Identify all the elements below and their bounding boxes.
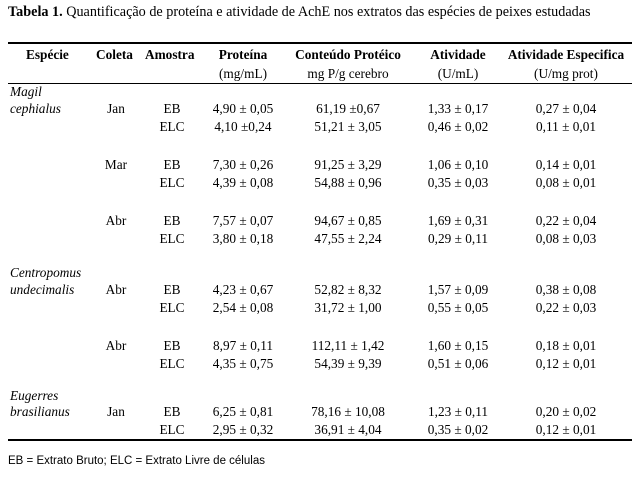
cell-conteudo-proteico: 31,72 ± 1,00 [314,300,382,315]
cell-coleta: Mar [104,157,128,172]
cell-atividade-especifica: 0,38 ± 0,08 [535,282,597,297]
cell-atividade-especifica: 0,18 ± 0,01 [535,338,597,353]
unit-atividade: (U/mL) [437,66,479,81]
cell-amostra: ELC [159,175,185,190]
cell-proteina: 8,97 ± 0,11 [213,338,273,353]
cell-atividade-especifica: 0,22 ± 0,04 [535,213,597,228]
header-amostra: Amostra [145,47,195,62]
species-name-line2: cephialus [10,101,61,116]
unit-atividade-especifica: (U/mg prot) [534,66,598,81]
cell-atividade: 1,23 ± 0,11 [428,404,488,419]
top-rule [8,42,632,44]
cell-proteina: 4,35 ± 0,75 [212,356,274,371]
cell-atividade: 1,06 ± 0,10 [427,157,489,172]
cell-coleta: Jan [107,404,125,419]
cell-coleta: Abr [105,282,127,297]
species-name-line1: Magil [10,84,42,99]
cell-atividade: 1,33 ± 0,17 [427,101,489,116]
cell-amostra: EB [163,213,181,228]
cell-amostra: ELC [159,422,185,437]
cell-amostra: ELC [159,231,185,246]
table-caption: Tabela 1. Quantificação de proteína e at… [8,4,632,21]
cell-coleta: Abr [105,338,127,353]
cell-atividade: 1,57 ± 0,09 [427,282,489,297]
cell-amostra: EB [163,157,181,172]
cell-proteina: 4,39 ± 0,08 [212,175,274,190]
cell-proteina: 7,57 ± 0,07 [212,213,274,228]
cell-atividade-especifica: 0,08 ± 0,01 [535,175,597,190]
header-especie: Espécie [26,47,69,62]
species-name-line1: Centropomus [10,265,82,280]
cell-conteudo-proteico: 54,39 ± 9,39 [314,356,382,371]
unit-proteina: (mg/mL) [218,66,267,81]
cell-atividade-especifica: 0,14 ± 0,01 [535,157,597,172]
header-proteina: Proteína [218,47,268,62]
cell-atividade-especifica: 0,27 ± 0,04 [535,101,597,116]
cell-atividade: 1,69 ± 0,31 [427,213,489,228]
cell-proteina: 4,90 ± 0,05 [212,101,274,116]
cell-conteudo-proteico: 94,67 ± 0,85 [314,213,382,228]
cell-amostra: EB [163,404,181,419]
cell-coleta: Jan [107,101,125,116]
cell-atividade-especifica: 0,22 ± 0,03 [535,300,597,315]
header-atividade: Atividade [430,47,486,62]
cell-proteina: 6,25 ± 0,81 [212,404,274,419]
cell-amostra: EB [163,101,181,116]
caption-text: Quantificação de proteína e atividade de… [62,4,591,20]
cell-conteudo-proteico: 36,91 ± 4,04 [314,422,382,437]
cell-coleta: Abr [105,213,127,228]
caption-label: Tabela 1. [8,4,63,20]
cell-atividade: 0,35 ± 0,03 [427,175,489,190]
bottom-rule [8,439,632,441]
cell-conteudo-proteico: 91,25 ± 3,29 [314,157,382,172]
cell-amostra: ELC [159,119,185,134]
species-name-line2: undecimalis [10,282,75,297]
cell-atividade-especifica: 0,20 ± 0,02 [535,404,597,419]
unit-conteudo: mg P/g cerebro [307,66,389,81]
cell-amostra: ELC [159,300,185,315]
header-coleta: Coleta [96,47,133,62]
cell-proteina: 4,10 ±0,24 [214,119,272,134]
cell-conteudo-proteico: 47,55 ± 2,24 [314,231,382,246]
cell-atividade-especifica: 0,12 ± 0,01 [535,422,597,437]
cell-atividade: 1,60 ± 0,15 [427,338,489,353]
species-name-line2: brasilianus [10,404,70,419]
cell-conteudo-proteico: 112,11 ± 1,42 [311,338,385,353]
header-conteudo: Conteúdo Protéico [295,47,401,62]
cell-amostra: EB [163,282,181,297]
cell-conteudo-proteico: 54,88 ± 0,96 [314,175,382,190]
cell-conteudo-proteico: 52,82 ± 8,32 [314,282,382,297]
cell-atividade-especifica: 0,08 ± 0,03 [535,231,597,246]
cell-proteina: 2,54 ± 0,08 [212,300,274,315]
cell-atividade-especifica: 0,12 ± 0,01 [535,356,597,371]
species-name-line1: Eugerres [10,388,59,403]
cell-atividade: 0,35 ± 0,02 [427,422,489,437]
table-footnote: EB = Extrato Bruto; ELC = Extrato Livre … [8,455,265,467]
cell-conteudo-proteico: 78,16 ± 10,08 [311,404,385,419]
cell-proteina: 4,23 ± 0,67 [212,282,274,297]
cell-atividade: 0,29 ± 0,11 [428,231,488,246]
cell-conteudo-proteico: 61,19 ±0,67 [316,101,380,116]
cell-atividade: 0,55 ± 0,05 [427,300,489,315]
cell-atividade: 0,46 ± 0,02 [427,119,489,134]
cell-proteina: 3,80 ± 0,18 [212,231,274,246]
cell-proteina: 2,95 ± 0,32 [212,422,274,437]
cell-amostra: EB [163,338,181,353]
header-rule [8,83,632,84]
cell-amostra: ELC [159,356,185,371]
cell-conteudo-proteico: 51,21 ± 3,05 [314,119,382,134]
header-atividade-especifica: Atividade Especifica [507,47,625,62]
cell-atividade-especifica: 0,11 ± 0,01 [536,119,596,134]
cell-atividade: 0,51 ± 0,06 [427,356,489,371]
cell-proteina: 7,30 ± 0,26 [212,157,274,172]
